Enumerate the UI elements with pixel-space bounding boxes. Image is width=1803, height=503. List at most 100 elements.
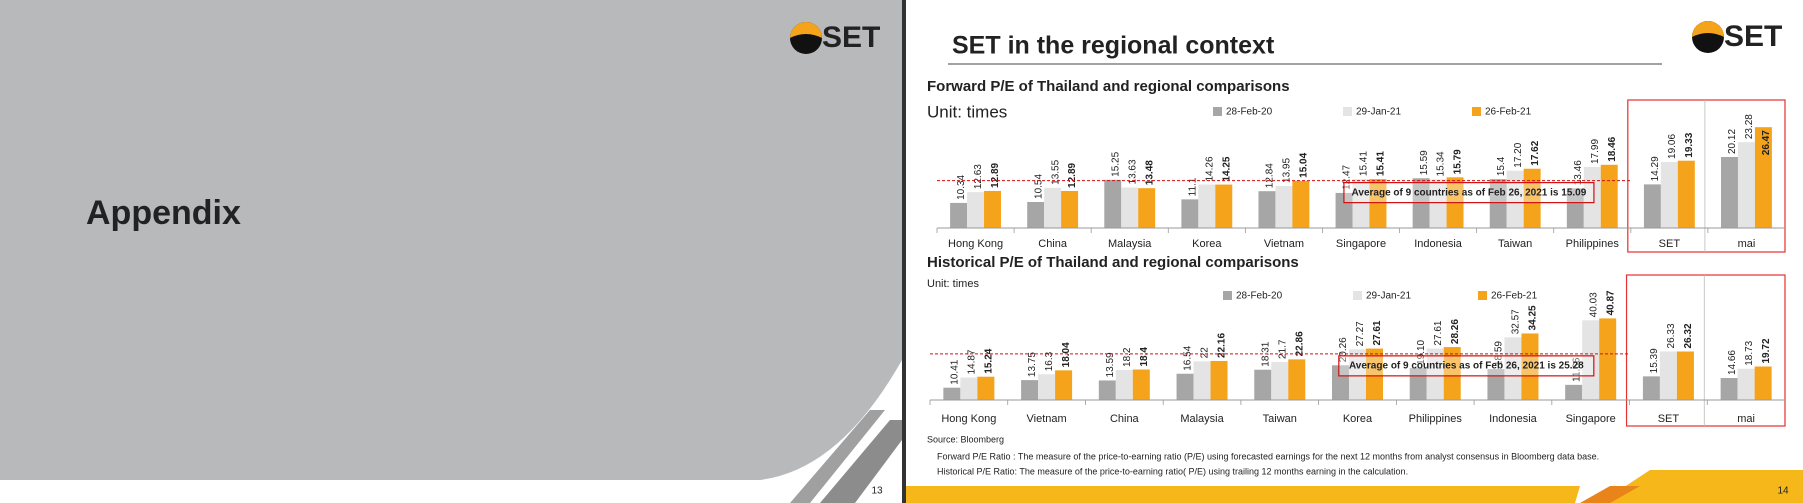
- legend-swatch: [1478, 291, 1487, 300]
- value-label: 10.54: [1033, 174, 1044, 199]
- value-label: 11.1: [1187, 177, 1198, 196]
- x-tick-label: SET: [1658, 413, 1680, 425]
- x-tick-label: Indonesia: [1489, 413, 1538, 425]
- bar: [1676, 351, 1694, 400]
- x-tick-label: Philippines: [1566, 238, 1620, 250]
- bar: [984, 190, 1001, 228]
- bar: [1132, 369, 1150, 400]
- highlight-box: [1627, 99, 1786, 253]
- legend-label: 26-Feb-21: [1491, 291, 1538, 302]
- bar: [1600, 164, 1618, 228]
- value-label: 20.12: [1727, 129, 1738, 154]
- value-label: 15.79: [1453, 149, 1464, 174]
- value-label: 14.87: [967, 349, 978, 374]
- value-label: 21.7: [1277, 339, 1288, 359]
- bar: [1121, 187, 1139, 228]
- value-label: 14.25: [1221, 156, 1232, 181]
- note: Historical P/E Ratio: The measure of the…: [937, 466, 1408, 476]
- x-tick-label: Malaysia: [1108, 238, 1152, 250]
- value-label: 14.29: [1650, 156, 1661, 181]
- bar: [1055, 370, 1073, 400]
- x-tick-label: Malaysia: [1180, 413, 1224, 425]
- value-label: 12.89: [990, 162, 1001, 187]
- value-label: 12.89: [1067, 162, 1078, 187]
- value-label: 16.54: [1183, 345, 1194, 370]
- legend-swatch: [1472, 107, 1481, 116]
- bar: [1582, 320, 1600, 400]
- slide-title: SET in the regional context: [952, 32, 1275, 60]
- value-label: 23.28: [1744, 114, 1755, 139]
- footer-strip: [1600, 470, 1803, 503]
- chart-title: Forward P/E of Thailand and regional com…: [927, 78, 1290, 95]
- bar: [1332, 365, 1349, 400]
- bar: [1677, 160, 1695, 228]
- x-tick-label: Korea: [1192, 238, 1222, 250]
- x-tick-label: Hong Kong: [941, 413, 996, 425]
- bar: [1288, 359, 1306, 400]
- value-label: 14.26: [1204, 156, 1215, 181]
- legend-swatch: [1353, 291, 1362, 300]
- value-label: 19.10: [1416, 339, 1427, 364]
- bar: [967, 192, 985, 228]
- legend-label: 29-Jan-21: [1356, 107, 1401, 118]
- bar: [1489, 179, 1507, 228]
- value-label: 13.63: [1127, 159, 1138, 184]
- highlight-box: [1625, 274, 1786, 427]
- legend-label: 26-Feb-21: [1485, 107, 1532, 118]
- value-label: 27.61: [1433, 320, 1444, 345]
- value-label: 15.34: [1436, 151, 1447, 176]
- bar: [1443, 347, 1461, 400]
- value-label: 40.03: [1588, 292, 1599, 317]
- value-label: 40.87: [1605, 290, 1616, 315]
- legend-swatch: [1213, 107, 1222, 116]
- value-label: 10.34: [956, 174, 967, 199]
- value-label: 13.48: [1144, 160, 1155, 185]
- average-box: [1343, 182, 1595, 204]
- left-logo: SET: [790, 21, 880, 54]
- bar: [950, 202, 968, 228]
- bar: [1565, 384, 1583, 400]
- bar: [1566, 188, 1584, 228]
- x-tick-label: Vietnam: [1264, 238, 1304, 250]
- value-label: 10.41: [950, 359, 961, 384]
- value-label: 11.66: [1571, 357, 1582, 382]
- logo-text: SET: [1724, 20, 1782, 53]
- bar: [1021, 380, 1039, 400]
- legend-label: 29-Jan-21: [1366, 291, 1411, 302]
- legend-swatch: [1223, 291, 1232, 300]
- bar: [1506, 170, 1524, 228]
- bar: [1352, 179, 1370, 228]
- note: Forward P/E Ratio : The measure of the p…: [937, 451, 1599, 461]
- unit-label: Unit: times: [927, 278, 979, 290]
- bar: [1504, 337, 1522, 400]
- x-tick-label: Korea: [1343, 413, 1373, 425]
- bar: [1104, 179, 1122, 228]
- bar: [1754, 127, 1772, 228]
- bar: [1181, 199, 1199, 228]
- bar: [1487, 369, 1505, 400]
- value-label: 22.16: [1217, 332, 1228, 357]
- x-tick-label: Hong Kong: [948, 238, 1003, 250]
- bar: [1271, 362, 1289, 400]
- value-label: 12.47: [1342, 164, 1353, 189]
- legend-swatch: [1343, 107, 1352, 116]
- bar: [1210, 360, 1228, 400]
- bar: [1275, 185, 1293, 228]
- bar: [1138, 188, 1156, 228]
- stripe: [820, 420, 902, 503]
- value-label: 19.06: [1667, 134, 1678, 159]
- bar: [1176, 373, 1194, 400]
- bar: [1754, 366, 1772, 400]
- x-tick-label: SET: [1659, 238, 1681, 250]
- bar: [1599, 318, 1617, 400]
- bar: [1737, 142, 1755, 228]
- value-label: 15.4: [1496, 156, 1507, 176]
- value-label: 17.20: [1513, 142, 1524, 167]
- value-label: 22.86: [1294, 331, 1305, 356]
- source: Source: Bloomberg: [927, 434, 1004, 444]
- value-label: 16.3: [1044, 351, 1055, 371]
- value-label: 15.39: [1649, 348, 1660, 373]
- average-label: Average of 9 countries as of Feb 26, 202…: [1349, 361, 1584, 372]
- bar: [1660, 161, 1678, 228]
